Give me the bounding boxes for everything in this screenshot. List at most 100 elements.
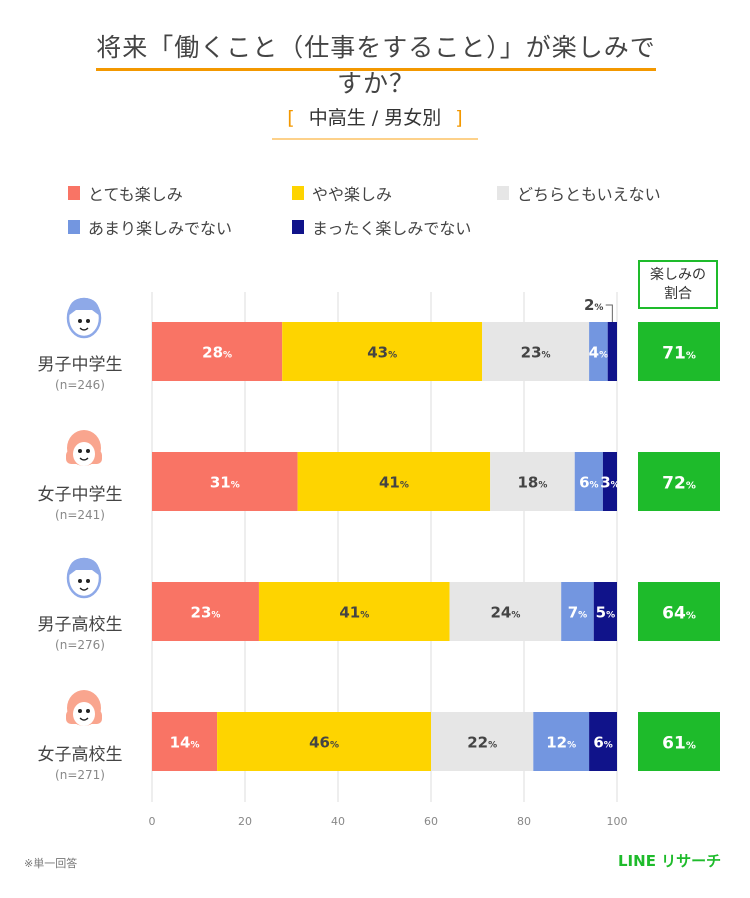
ratio-header-line1: 楽しみの (650, 267, 706, 283)
eye (86, 579, 90, 583)
data-label: 18% (518, 474, 548, 492)
x-tick-label: 100 (607, 815, 628, 828)
mouth (79, 327, 89, 331)
ratio-box (638, 452, 720, 511)
bar-segment (258, 582, 450, 641)
data-label: 46% (309, 734, 339, 752)
face (73, 702, 95, 726)
ratio-value: 71% (662, 344, 696, 364)
x-tick-label: 20 (238, 815, 252, 828)
legend-item: まったく楽しみでない (292, 215, 471, 239)
sample-size: (n=241) (55, 508, 105, 522)
bar-segment (152, 452, 298, 511)
legend-label: あまり楽しみでない (88, 219, 233, 238)
data-label: 6% (593, 734, 612, 752)
x-tick-label: 0 (149, 815, 156, 828)
boy-face-icon (66, 557, 102, 599)
data-label: 6% (579, 474, 598, 492)
sample-size: (n=271) (55, 768, 105, 782)
bar-segment (593, 582, 617, 641)
eye (86, 319, 90, 323)
hair (68, 298, 100, 316)
bar-segment (490, 452, 575, 511)
bar-segment (602, 452, 617, 511)
legend-swatch (68, 186, 80, 200)
legend-label: とても楽しみ (88, 185, 183, 204)
eye (78, 319, 82, 323)
bar-segment (152, 582, 259, 641)
bar-segment (482, 322, 590, 381)
line-research-logo: LINE リサーチ (618, 852, 722, 870)
face (73, 442, 95, 466)
bar-segment (607, 322, 617, 381)
eye (86, 449, 90, 453)
sample-size: (n=246) (55, 378, 105, 392)
bar-segment (589, 712, 617, 771)
ratio-value: 72% (662, 474, 696, 494)
data-label: 28% (202, 344, 232, 362)
chart-subtitle: [ 中高生 / 男女別 ] (270, 103, 480, 130)
data-label: 41% (339, 604, 369, 622)
ratio-header: 楽しみの 割合 (638, 260, 718, 309)
girl-face-icon (66, 430, 102, 466)
data-label: 5% (596, 604, 615, 622)
subtitle-text: 中高生 / 男女別 (308, 107, 442, 129)
bar-segment (574, 452, 603, 511)
legend-item: やや楽しみ (292, 181, 392, 205)
bracket-close: ] (455, 107, 463, 129)
data-label: 22% (467, 734, 497, 752)
bracket-open: [ (287, 107, 295, 129)
data-label: 12% (546, 734, 576, 752)
leader-line (605, 304, 613, 322)
data-label: 3% (600, 474, 619, 492)
data-label: 23% (191, 604, 221, 622)
bar-segment (561, 582, 594, 641)
eye (78, 709, 82, 713)
legend-swatch (292, 220, 304, 234)
data-label: 41% (379, 474, 409, 492)
ratio-value: 61% (662, 734, 696, 754)
bar-segment (217, 712, 431, 771)
row-label: 男子高校生 (n=276) (20, 610, 140, 652)
bar-segment (449, 582, 562, 641)
bar-segment (152, 712, 218, 771)
bar-segment (297, 452, 491, 511)
category-label: 女子中学生 (37, 485, 123, 505)
legend-swatch (497, 186, 509, 200)
bar-segment (589, 322, 608, 381)
eye (86, 709, 90, 713)
category-label: 男子高校生 (37, 615, 123, 635)
bar-segment (533, 712, 590, 771)
x-tick-label: 60 (424, 815, 438, 828)
bar-segment (431, 712, 534, 771)
mouth (79, 717, 89, 721)
mouth (79, 457, 89, 461)
sample-size: (n=276) (55, 638, 105, 652)
legend-item: あまり楽しみでない (68, 215, 232, 239)
hair (68, 558, 100, 576)
legend-swatch (292, 186, 304, 200)
legend-item: どちらともいえない (497, 181, 661, 205)
row-label: 女子中学生 (n=241) (20, 480, 140, 522)
mouth (79, 587, 89, 591)
data-label: 4% (589, 344, 608, 362)
row-label: 女子高校生 (n=271) (20, 740, 140, 782)
ratio-header-line2: 割合 (664, 286, 692, 302)
x-tick-label: 40 (331, 815, 345, 828)
category-label: 男子中学生 (37, 355, 123, 375)
x-tick-label: 80 (517, 815, 531, 828)
footnote: ※単一回答 (24, 857, 78, 870)
ratio-box (638, 712, 720, 771)
ratio-box (638, 322, 720, 381)
row-label: 男子中学生 (n=246) (20, 350, 140, 392)
data-label: 14% (170, 734, 200, 752)
bar-segment (152, 322, 283, 381)
ratio-value: 64% (662, 604, 696, 624)
data-label: 43% (367, 344, 397, 362)
eye (78, 579, 82, 583)
legend-label: どちらともいえない (517, 185, 661, 204)
girl-face-icon (66, 690, 102, 726)
boy-face-icon (66, 297, 102, 339)
